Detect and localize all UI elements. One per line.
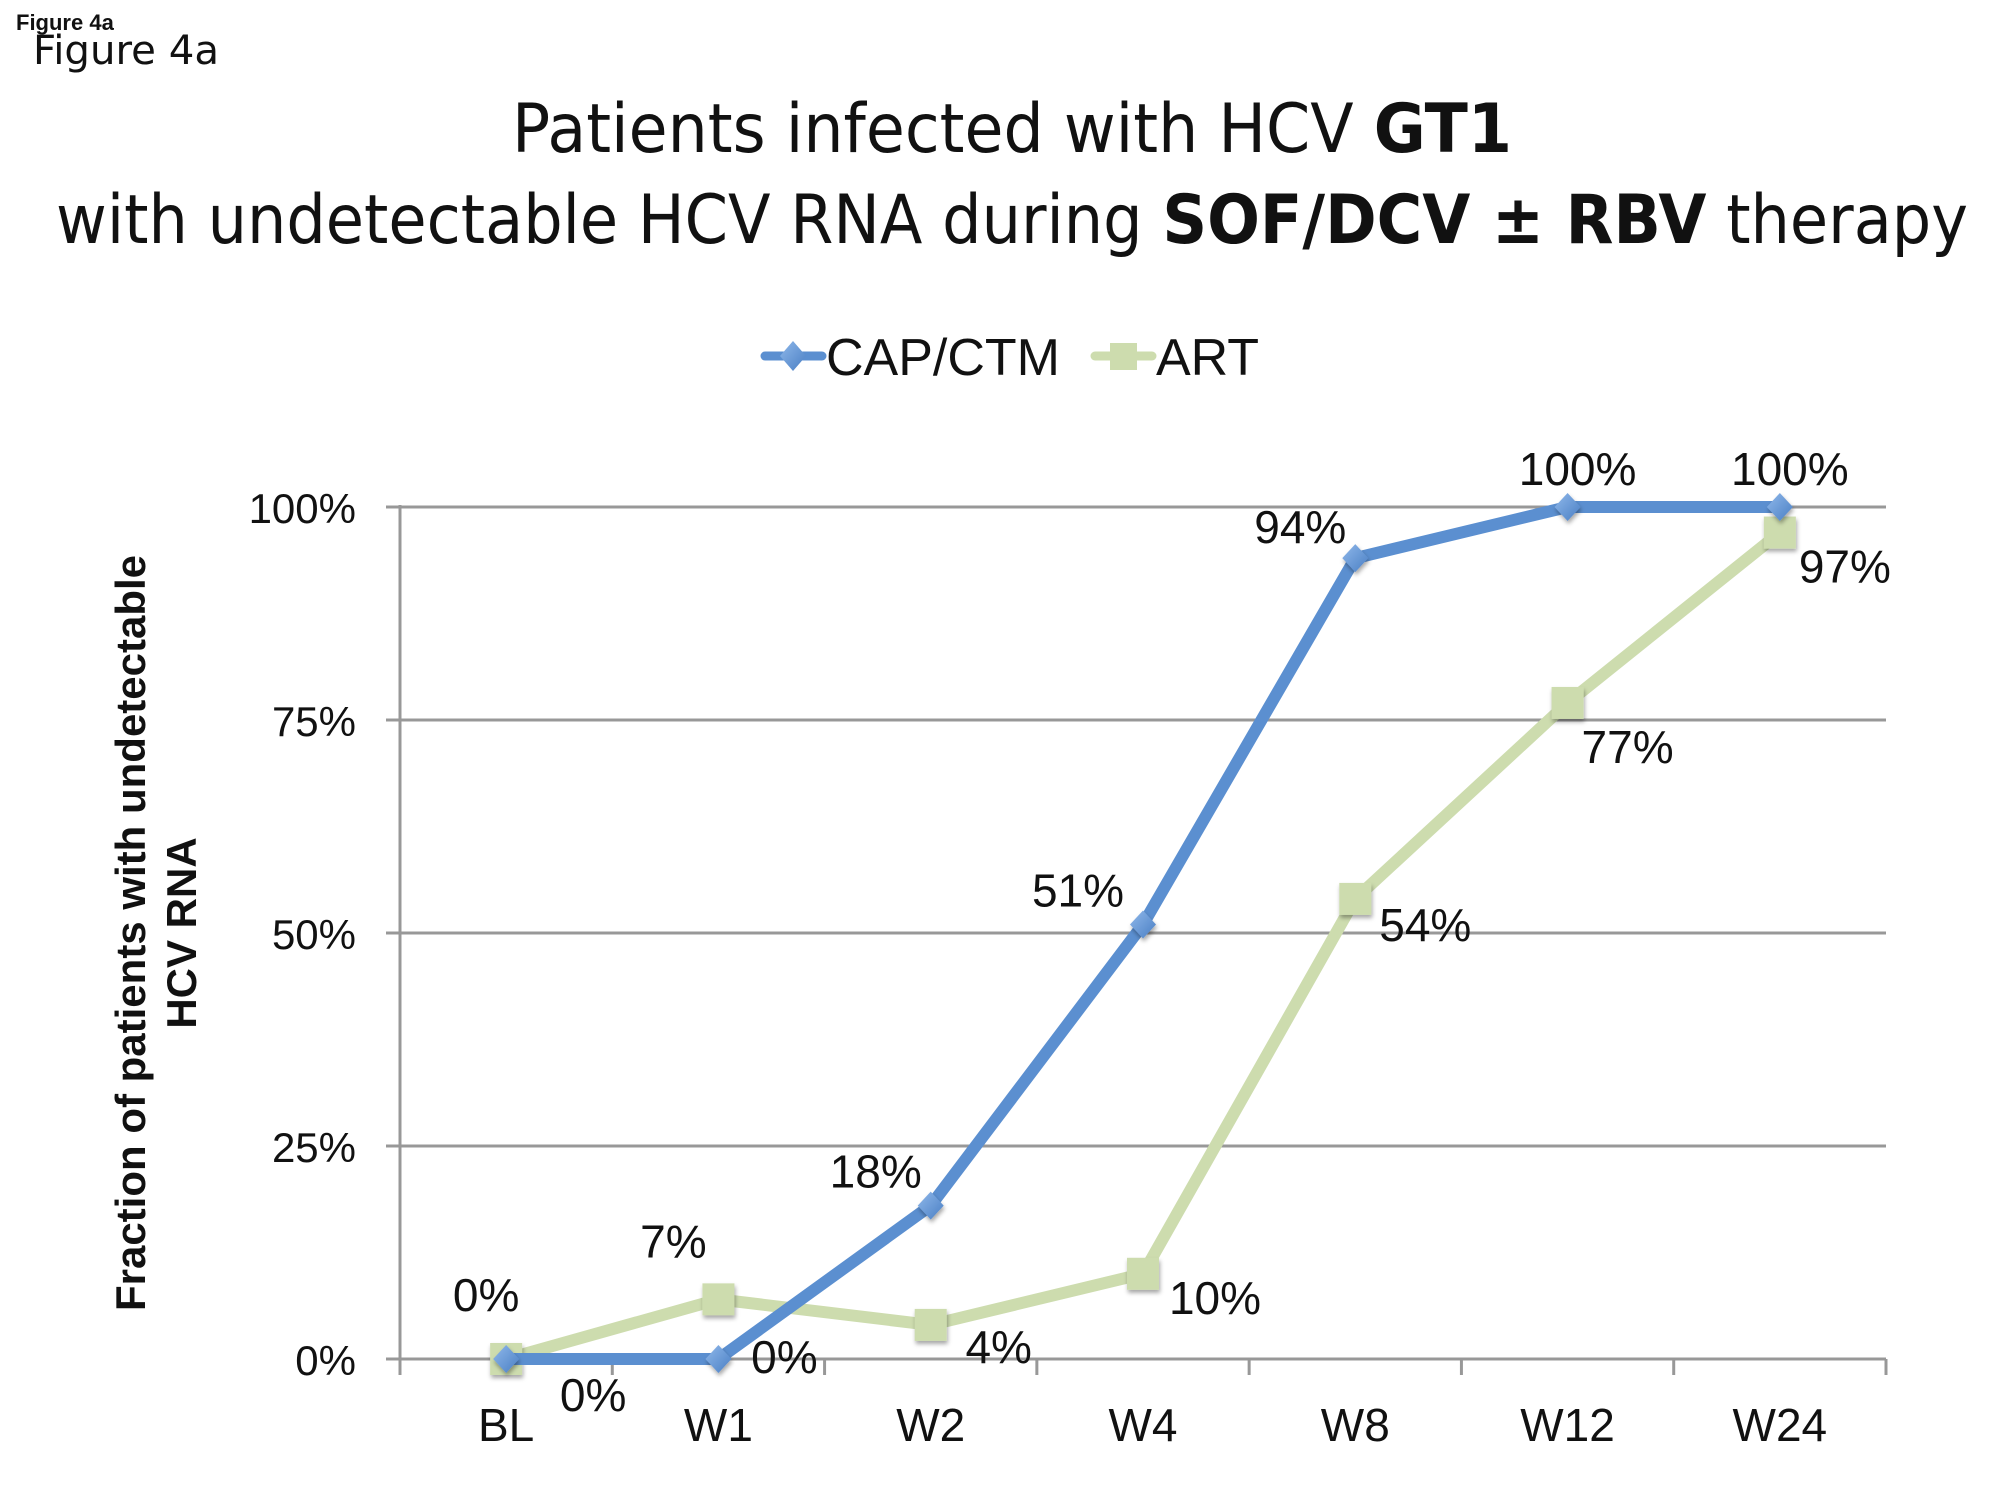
data-point-square (1763, 516, 1796, 549)
y-axis-title-line-1: Fraction of patients with undetectable (107, 555, 154, 1311)
x-tick-label: W24 (1733, 1399, 1828, 1451)
data-label: 51% (1032, 864, 1124, 916)
y-tick-label: 75% (272, 698, 356, 745)
data-point-diamond (1766, 493, 1793, 521)
series-art (490, 516, 1796, 1375)
data-label: 100% (1519, 443, 1637, 495)
chart-title-line-2: with undetectable HCV RNA during SOF/DCV… (56, 181, 1968, 260)
gridlines (400, 505, 1886, 1148)
data-point-square (1339, 882, 1372, 915)
x-tick-label: W8 (1321, 1399, 1390, 1451)
x-tick-label: BL (478, 1399, 534, 1451)
data-label: 97% (1799, 541, 1891, 593)
y-tick-label: 0% (295, 1337, 356, 1384)
data-label: 18% (830, 1146, 922, 1198)
data-label: 0% (453, 1269, 519, 1321)
legend-item-cap-ctm: CAP/CTM (760, 329, 1060, 387)
legend: CAP/CTM ART (760, 329, 1259, 387)
data-point-diamond (493, 1345, 520, 1373)
legend-label-cap-ctm: CAP/CTM (826, 329, 1060, 387)
data-label: 10% (1169, 1272, 1261, 1324)
y-tick-label: 100% (249, 485, 356, 532)
figure-label-large: Figure 4a (33, 28, 219, 74)
x-tick-label: W2 (896, 1399, 965, 1451)
data-point-diamond (1554, 493, 1581, 521)
legend-label-art: ART (1156, 329, 1259, 387)
data-label: 100% (1731, 443, 1849, 495)
data-point-square (914, 1308, 947, 1341)
data-point-diamond (705, 1345, 732, 1373)
data-label: 77% (1582, 721, 1674, 773)
y-axis-title-line-2: HCV RNA (158, 837, 205, 1028)
data-point-diamond (1342, 544, 1369, 573)
legend-cap-ctm-diamond-icon (780, 341, 806, 371)
series (490, 493, 1796, 1375)
legend-item-art: ART (1090, 329, 1259, 387)
title-run: therapy (1706, 181, 1968, 260)
legend-art-square-icon (1110, 343, 1137, 370)
data-point-diamond (1130, 910, 1156, 939)
series-cap-ctm (493, 493, 1793, 1373)
data-label: 54% (1379, 899, 1471, 951)
title-run: Patients infected with HCV (512, 90, 1374, 169)
figure-label-small: Figure 4a (16, 10, 115, 35)
y-tick-label: 25% (272, 1124, 356, 1171)
y-axis-title: Fraction of patients with undetectable H… (107, 555, 205, 1311)
data-label: 0% (560, 1369, 626, 1421)
data-label: 4% (965, 1321, 1031, 1373)
x-tick-label: W1 (684, 1399, 753, 1451)
chart-title-line-1: Patients infected with HCV GT1 (512, 90, 1512, 169)
data-point-square (1127, 1257, 1159, 1290)
data-point-square (1551, 686, 1584, 719)
title-run: with undetectable HCV RNA during (56, 181, 1162, 260)
data-point-square (702, 1283, 735, 1316)
x-tick-label: W12 (1520, 1399, 1615, 1451)
data-label: 94% (1254, 501, 1346, 553)
data-labels: 0% 0% 18% 51% 94% 100% 100% 0% 7% 4% 10% 54% 77% 97% (453, 443, 1891, 1421)
x-tick-label: W4 (1109, 1399, 1178, 1451)
title-run: GT1 (1374, 90, 1512, 169)
data-label: 0% (751, 1331, 817, 1383)
data-point-diamond (917, 1191, 944, 1220)
title-run: SOF/DCV ± RBV (1162, 181, 1706, 260)
y-tick-label: 50% (272, 911, 356, 958)
data-label: 7% (640, 1215, 706, 1267)
